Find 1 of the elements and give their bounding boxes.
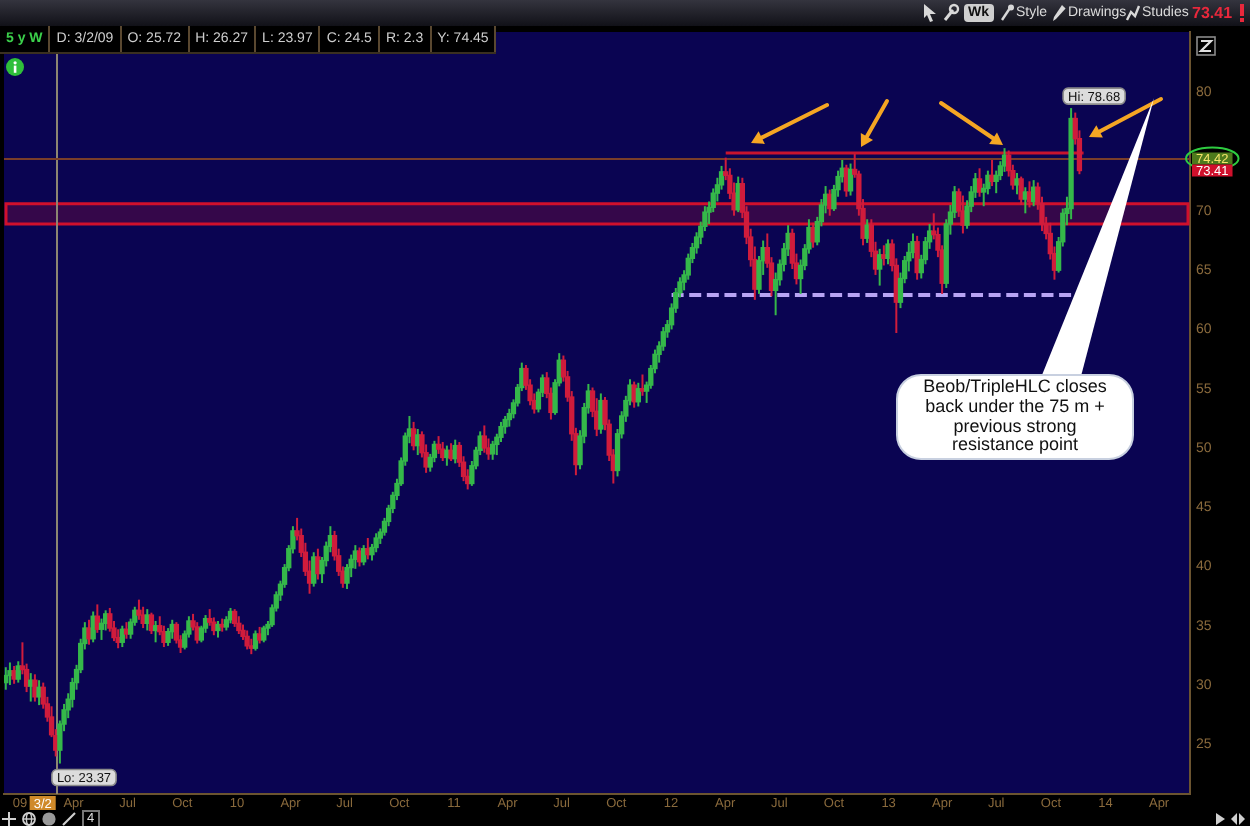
annotation: Beob/TripleHLC closes back under the 75 m + previous strong resistance point	[921, 376, 1109, 456]
